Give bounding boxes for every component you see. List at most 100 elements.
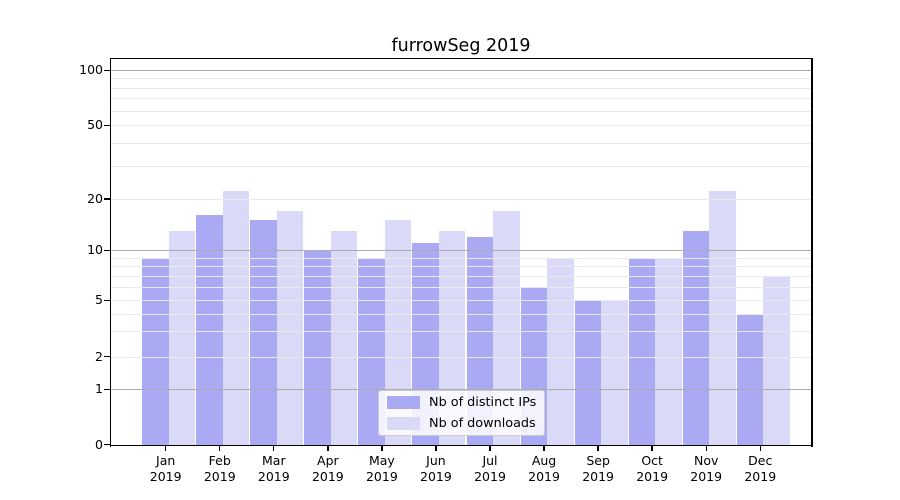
y-axis-tick-label-1: 1 [95,381,103,396]
x-axis-tick-jul [489,446,491,451]
x-axis-tick-jun [435,446,437,451]
y-axis-tick-label-20: 20 [87,190,103,206]
x-tick-month: Apr [317,453,339,468]
gridline-major-1 [111,389,811,390]
bar-downloads-mar [276,210,304,445]
x-axis-tick-label-nov: Nov 2019 [674,453,738,484]
y-axis-tick-label-100: 100 [79,62,103,77]
y-axis-tick-label-2: 2 [95,348,103,364]
y-axis-tick-label-50: 50 [87,117,103,132]
axis-spine-left [109,57,111,447]
legend-label-distinct-ips: Nb of distinct IPs [429,395,537,411]
x-axis-tick-label-jul: Jul 2019 [458,453,522,484]
x-axis-tick-label-aug: Aug 2019 [512,453,576,484]
axis-spine-bottom [109,444,813,446]
bar-downloads-dec [763,275,790,445]
bar-downloads-nov [709,191,736,445]
x-tick-year: 2019 [690,468,723,484]
x-tick-year: 2019 [744,468,777,484]
x-tick-year: 2019 [365,468,398,484]
bar-downloads-oct [655,257,682,445]
bar-downloads-apr [330,230,358,445]
gridline-minor-60 [111,110,811,112]
y-axis-tick-2 [103,356,110,358]
x-axis-tick-label-jan: Jan 2019 [134,453,198,484]
x-tick-year: 2019 [203,468,236,484]
legend-item-distinct-ips: Nb of distinct IPs [387,394,536,412]
x-axis-tick-mar [273,446,275,451]
y-axis-tick-10 [103,249,110,252]
y-axis-tick-5 [103,299,110,301]
gridline-minor-6 [111,286,811,288]
x-tick-year: 2019 [582,468,614,484]
gridline-minor-4 [111,313,811,315]
gridline-major-100 [111,70,811,71]
gridline-minor-5 [111,300,811,301]
legend-swatch-downloads-icon [387,416,420,430]
x-tick-year: 2019 [474,468,506,484]
x-tick-month: Aug [531,453,557,468]
bar-distinct-ips-dec [736,313,764,445]
x-tick-year: 2019 [311,468,344,484]
axis-spine-right [811,57,813,447]
x-axis-tick-label-sep: Sep 2019 [566,453,630,484]
bar-distinct-ips-oct [628,257,656,445]
y-axis-tick-label-0: 0 [95,436,103,452]
x-axis-tick-jan [165,446,167,451]
y-axis-tick-0 [103,444,110,446]
gridline-minor-30 [111,166,811,168]
legend-label-downloads: Nb of downloads [429,415,536,431]
bar-downloads-sep [601,300,628,445]
gridline-minor-9 [111,257,811,259]
x-axis-tick-oct [651,446,653,451]
x-tick-month: Nov [693,453,719,468]
y-axis-tick-100 [103,69,110,71]
x-axis-tick-label-feb: Feb 2019 [188,453,252,484]
x-axis-tick-dec [759,446,761,451]
x-axis-tick-nov [705,446,707,451]
x-tick-month: Dec [748,453,773,468]
x-axis-tick-may [381,446,383,451]
x-tick-year: 2019 [636,468,669,484]
legend-item-downloads: Nb of downloads [387,415,536,433]
chart-title: furrowSeg 2019 [391,36,531,56]
gridline-minor-70 [111,98,811,100]
x-tick-year: 2019 [149,468,182,484]
x-tick-year: 2019 [528,468,560,484]
x-axis-tick-label-oct: Oct 2019 [620,453,684,484]
x-axis-tick-aug [543,446,545,451]
x-tick-month: May [368,453,395,468]
x-axis-tick-label-apr: Apr 2019 [296,453,360,484]
bar-distinct-ips-feb [196,215,223,445]
x-axis-tick-apr [327,446,329,451]
gridline-minor-3 [111,331,811,333]
gridline-minor-2 [111,356,811,358]
gridline-minor-90 [111,78,811,80]
bar-distinct-ips-sep [574,300,602,445]
bar-distinct-ips-mar [250,220,277,445]
bar-downloads-feb [222,191,250,445]
x-tick-month: Feb [208,453,231,468]
x-tick-month: Jan [156,453,176,468]
y-axis-tick-label-5: 5 [95,292,103,307]
gridline-minor-40 [111,142,811,144]
x-tick-month: Sep [586,453,610,468]
gridline-minor-80 [111,87,811,89]
gridline-minor-50 [111,125,811,126]
bar-downloads-aug [547,257,574,445]
x-tick-year: 2019 [257,468,290,484]
x-tick-month: Jul [482,453,498,468]
x-tick-month: Mar [262,453,286,468]
legend-swatch-distinct-ips-icon [387,396,420,410]
bar-distinct-ips-nov [682,230,710,445]
x-axis-tick-label-mar: Mar 2019 [242,453,306,484]
y-axis-tick-20 [103,198,110,200]
y-axis-tick-1 [103,388,110,390]
axis-spine-top [109,57,813,59]
gridline-minor-7 [111,275,811,277]
x-axis-tick-label-may: May 2019 [350,453,414,484]
y-axis-tick-label-10: 10 [87,242,103,258]
x-tick-month: Jun [426,453,446,468]
bar-downloads-jan [168,230,196,445]
bar-distinct-ips-apr [304,250,331,445]
